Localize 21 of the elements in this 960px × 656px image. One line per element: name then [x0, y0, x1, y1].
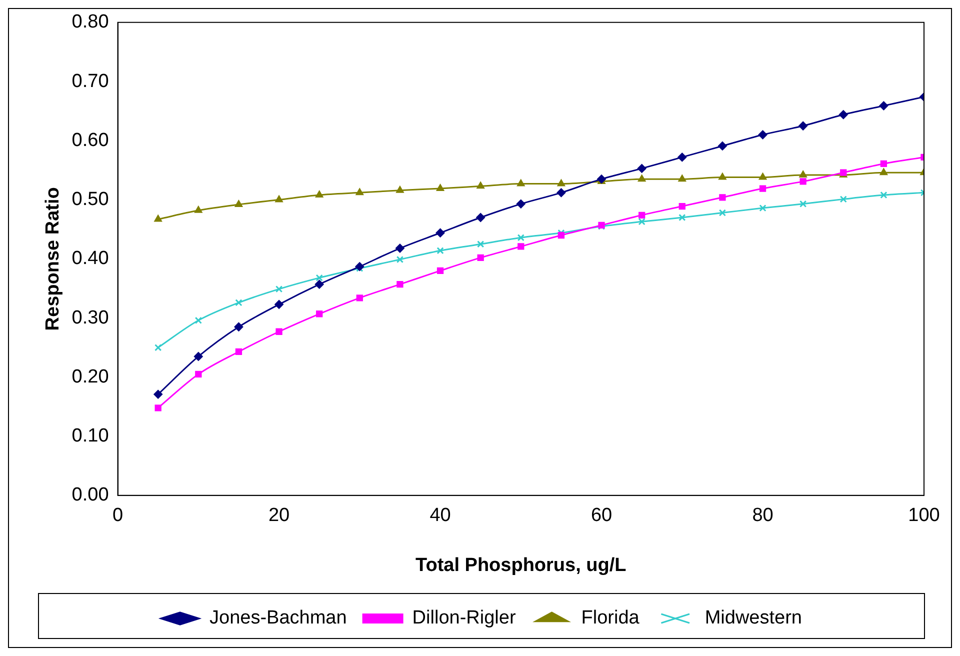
y-tick-label: 0.50 — [72, 189, 109, 210]
legend-label: Florida — [581, 608, 640, 629]
y-tick-label: 0.00 — [72, 484, 109, 506]
y-tick-label: 0.70 — [72, 70, 109, 92]
y-tick-label: 0.30 — [72, 307, 109, 328]
y-tick-label: 0.40 — [72, 248, 109, 270]
y-tick-label: 0.80 — [72, 12, 109, 33]
x-tick-label: 80 — [752, 505, 774, 526]
y-tick-label: 0.10 — [72, 426, 109, 447]
x-tick-label: 60 — [590, 505, 612, 526]
legend-label: Midwestern — [704, 608, 802, 629]
y-tick-label: 0.60 — [72, 130, 109, 151]
x-axis-title: Total Phosphorus, ug/L — [416, 554, 627, 576]
x-tick-label: 0 — [112, 505, 124, 526]
y-tick-label: 0.20 — [72, 366, 109, 388]
x-tick-label: 100 — [908, 505, 940, 526]
legend-label: Dillon-Rigler — [412, 608, 516, 629]
x-tick-label: 40 — [430, 505, 451, 526]
legend-label: Jones-Bachman — [210, 608, 347, 629]
y-axis-title: Response Ratio — [42, 187, 64, 331]
x-tick-label: 20 — [268, 505, 290, 526]
